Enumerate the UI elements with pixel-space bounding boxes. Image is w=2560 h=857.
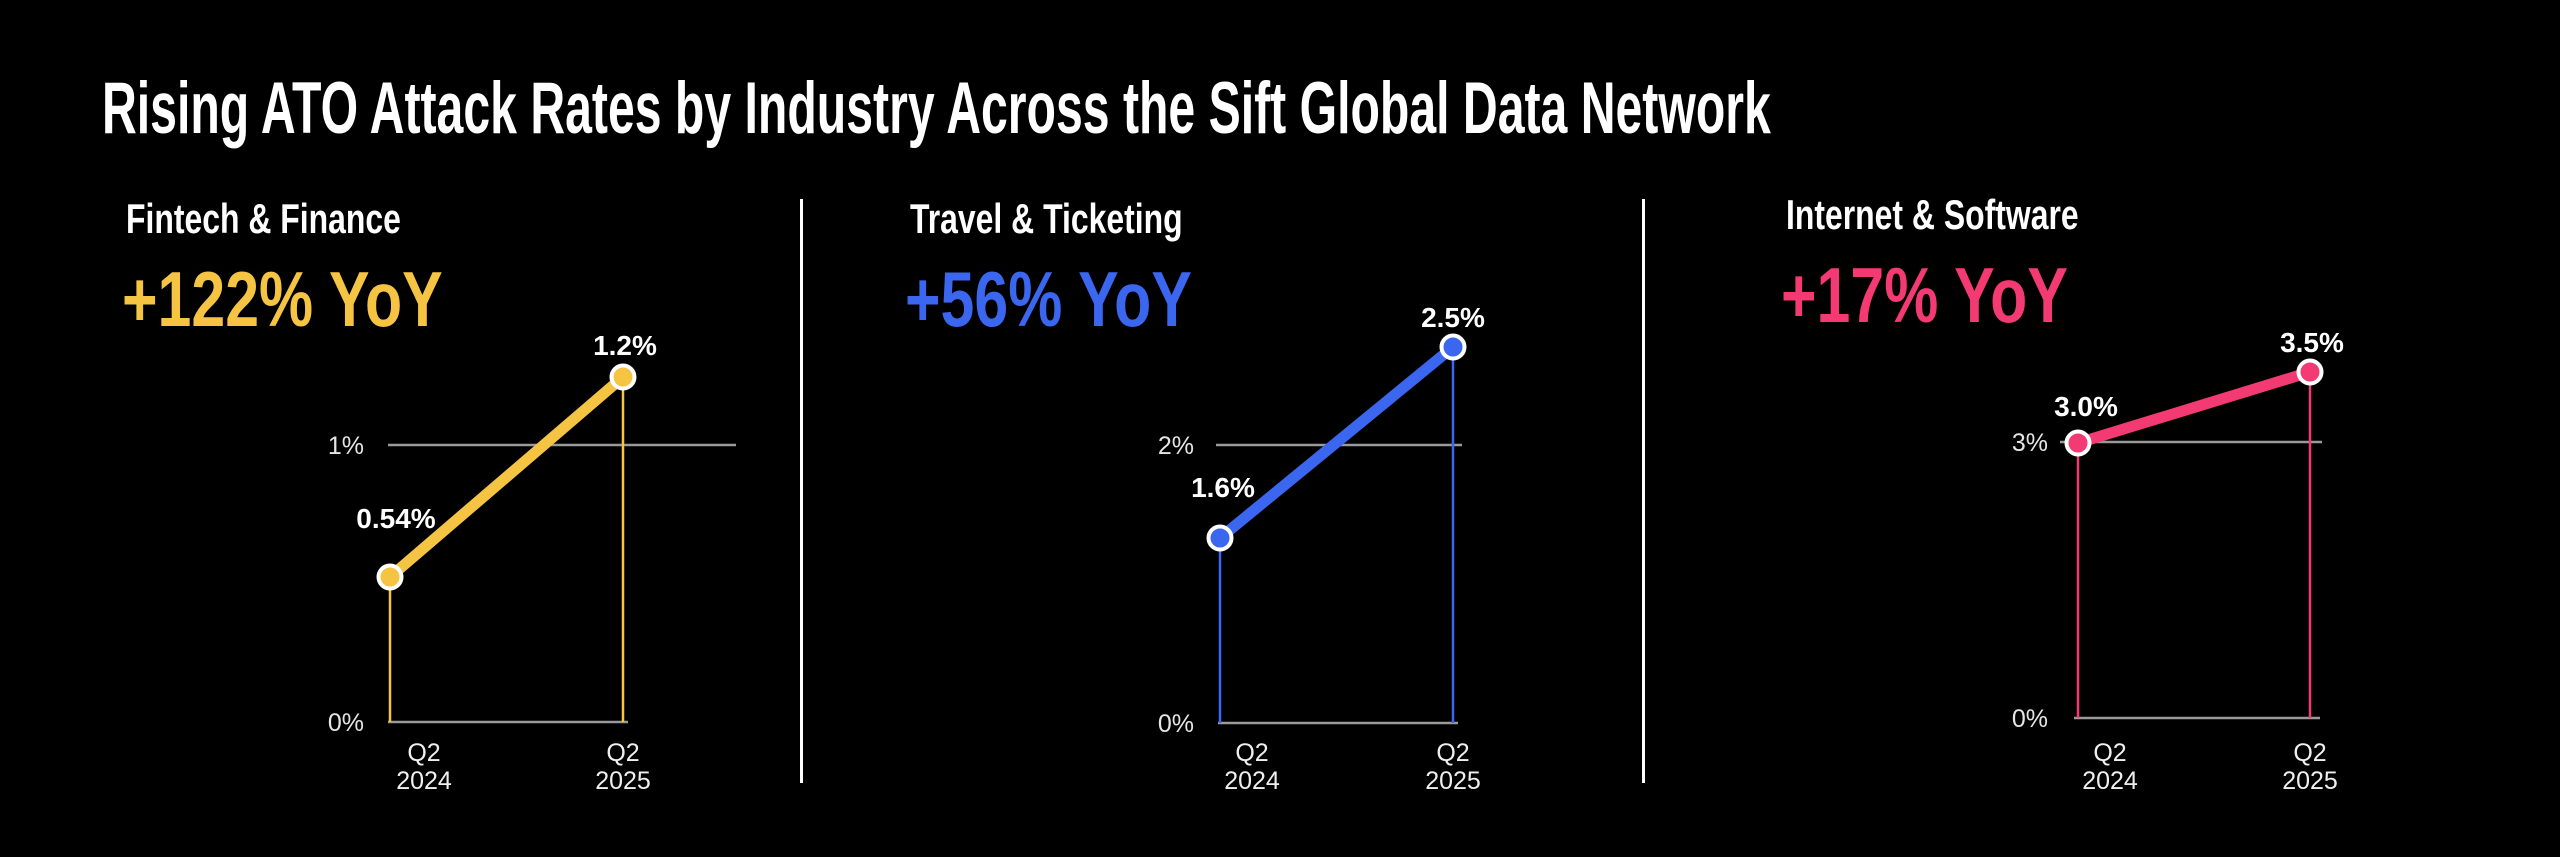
data-point-q2-2024 [1206, 524, 1234, 552]
x-tick-label-quarter: Q2 [1436, 739, 1469, 767]
y-tick-grid: 1% [328, 432, 364, 460]
x-tick-label-year: 2024 [396, 767, 452, 795]
x-tick-label-year: 2025 [2282, 767, 2338, 795]
yoy-value: +17% YoY [1781, 251, 2068, 339]
x-tick-label-quarter: Q2 [606, 739, 639, 767]
x-tick-label-year: 2025 [595, 767, 651, 795]
y-tick-zero: 0% [2012, 705, 2048, 733]
data-point-q2-2025 [609, 363, 637, 391]
y-tick-grid: 2% [1158, 432, 1194, 460]
page-title: Rising ATO Attack Rates by Industry Acro… [102, 68, 1771, 149]
yoy-value: +56% YoY [905, 255, 1192, 343]
value-label-q2-2024: 1.6% [1191, 472, 1255, 503]
panel-title: Internet & Software [1786, 191, 2079, 238]
x-tick-label-quarter: Q2 [2293, 739, 2326, 767]
value-label-q2-2024: 3.0% [2054, 391, 2118, 422]
y-tick-grid: 3% [2012, 429, 2048, 457]
x-tick-label-year: 2024 [1224, 767, 1280, 795]
x-tick-label-quarter: Q2 [2093, 739, 2126, 767]
x-tick-label-year: 2024 [2082, 767, 2138, 795]
value-label-q2-2025: 2.5% [1421, 302, 1485, 333]
panel-title: Travel & Ticketing [910, 195, 1183, 242]
x-tick-label-quarter: Q2 [1235, 739, 1268, 767]
data-point-q2-2024 [2064, 429, 2092, 457]
data-point-q2-2024 [376, 563, 404, 591]
y-tick-zero: 0% [1158, 710, 1194, 738]
series-line [384, 371, 629, 583]
x-tick-label-year: 2025 [1425, 767, 1481, 795]
panel-title: Fintech & Finance [126, 195, 401, 242]
yoy-value: +122% YoY [122, 255, 443, 343]
value-label-q2-2025: 3.5% [2280, 327, 2344, 358]
series-line [1214, 341, 1459, 544]
panel-divider-1 [800, 199, 803, 783]
panel-divider-2 [1642, 199, 1645, 783]
series-line [2072, 366, 2316, 449]
x-tick-label-quarter: Q2 [407, 739, 440, 767]
value-label-q2-2025: 1.2% [593, 330, 657, 361]
y-tick-zero: 0% [328, 709, 364, 737]
data-point-q2-2025 [2296, 358, 2324, 386]
data-point-q2-2025 [1439, 333, 1467, 361]
value-label-q2-2024: 0.54% [356, 503, 435, 534]
